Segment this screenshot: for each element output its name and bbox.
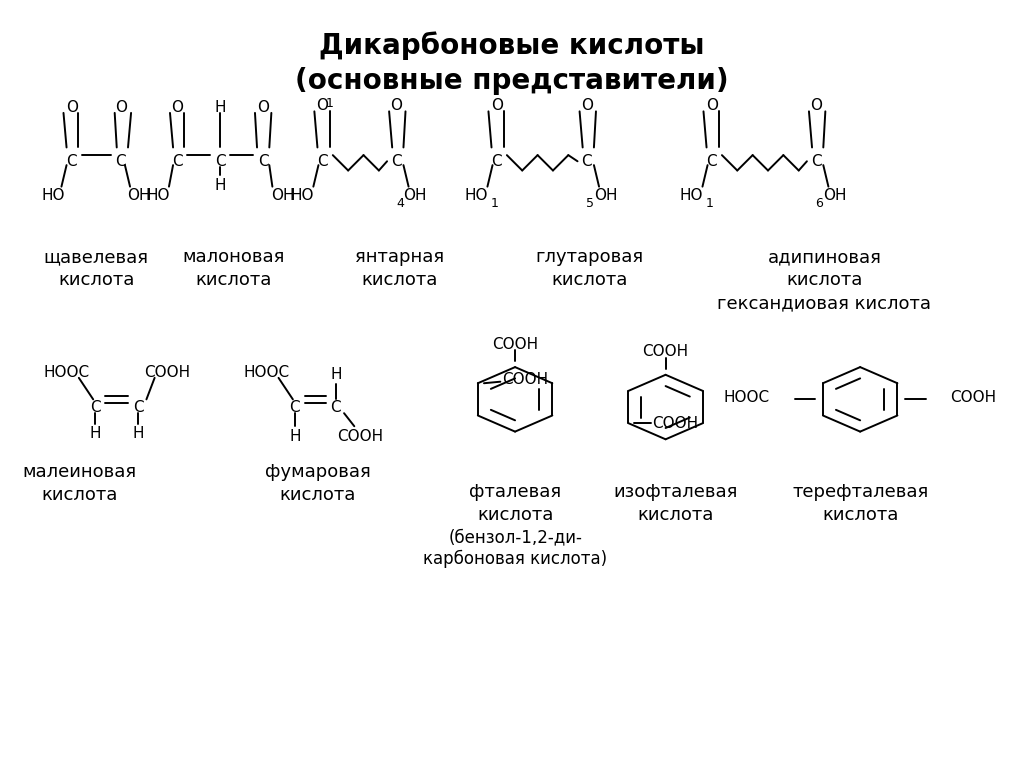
Text: 1: 1 <box>706 197 714 210</box>
Text: кислота: кислота <box>552 271 628 290</box>
Text: янтарная: янтарная <box>354 248 444 266</box>
Text: H: H <box>89 426 101 442</box>
Text: OH: OH <box>403 188 426 204</box>
Text: 5: 5 <box>586 197 594 210</box>
Text: C: C <box>90 399 100 415</box>
Text: COOH: COOH <box>652 415 698 431</box>
Text: кислота: кислота <box>822 505 898 524</box>
Text: C: C <box>582 154 592 169</box>
Text: H: H <box>132 426 144 442</box>
Text: O: O <box>390 98 402 114</box>
Text: C: C <box>133 399 143 415</box>
Text: C: C <box>116 154 126 169</box>
Text: C: C <box>67 154 77 169</box>
Text: кислота: кислота <box>196 271 271 290</box>
Text: H: H <box>289 429 301 444</box>
Text: C: C <box>172 154 182 169</box>
Text: HOOC: HOOC <box>724 390 770 406</box>
Text: C: C <box>391 154 401 169</box>
Text: HOOC: HOOC <box>243 365 290 380</box>
Text: O: O <box>66 100 78 115</box>
Text: HO: HO <box>42 188 65 204</box>
Text: терефталевая: терефталевая <box>792 482 929 501</box>
Text: фумаровая: фумаровая <box>264 463 371 482</box>
Text: щавелевая: щавелевая <box>44 248 148 266</box>
Text: Дикарбоновые кислоты: Дикарбоновые кислоты <box>319 31 705 61</box>
Text: C: C <box>707 154 717 169</box>
Text: C: C <box>317 154 328 169</box>
Text: O: O <box>316 98 329 114</box>
Text: C: C <box>811 154 821 169</box>
Text: O: O <box>490 98 503 114</box>
Text: COOH: COOH <box>950 390 996 406</box>
Text: OH: OH <box>595 188 617 204</box>
Text: (основные представители): (основные представители) <box>295 67 729 94</box>
Text: O: O <box>257 100 269 115</box>
Text: кислота: кислота <box>638 505 714 524</box>
Text: OH: OH <box>271 188 294 204</box>
Text: гександиовая кислота: гександиовая кислота <box>718 294 931 313</box>
Text: C: C <box>492 154 502 169</box>
Text: C: C <box>331 399 341 415</box>
Text: 4: 4 <box>396 197 404 210</box>
Text: фталевая: фталевая <box>469 482 561 501</box>
Text: O: O <box>706 98 718 114</box>
Text: HO: HO <box>147 188 170 204</box>
Text: изофталевая: изофталевая <box>613 482 738 501</box>
Text: малеиновая: малеиновая <box>23 463 137 482</box>
Text: COOH: COOH <box>143 365 190 380</box>
Text: H: H <box>214 178 226 194</box>
Text: кислота: кислота <box>58 271 134 290</box>
Text: карбоновая кислота): карбоновая кислота) <box>423 550 607 568</box>
Text: 6: 6 <box>815 197 823 210</box>
Text: COOH: COOH <box>642 344 689 359</box>
Text: C: C <box>258 154 268 169</box>
Text: 1: 1 <box>490 197 499 210</box>
Text: COOH: COOH <box>337 429 384 444</box>
Text: адипиновая: адипиновая <box>767 248 882 266</box>
Text: H: H <box>330 367 342 382</box>
Text: OH: OH <box>128 188 151 204</box>
Text: OH: OH <box>823 188 846 204</box>
Text: C: C <box>290 399 300 415</box>
Text: HO: HO <box>291 188 313 204</box>
Text: кислота: кислота <box>42 486 118 505</box>
Text: 1: 1 <box>326 98 334 110</box>
Text: O: O <box>171 100 183 115</box>
Text: глутаровая: глутаровая <box>536 248 644 266</box>
Text: O: O <box>581 98 593 114</box>
Text: O: O <box>115 100 127 115</box>
Text: COOH: COOH <box>492 336 539 352</box>
Text: малоновая: малоновая <box>182 248 285 266</box>
Text: HOOC: HOOC <box>43 365 90 380</box>
Text: кислота: кислота <box>477 505 553 524</box>
Text: COOH: COOH <box>502 372 548 387</box>
Text: H: H <box>214 100 226 115</box>
Text: кислота: кислота <box>280 486 355 505</box>
Text: C: C <box>215 154 225 169</box>
Text: кислота: кислота <box>361 271 437 290</box>
Text: кислота: кислота <box>786 271 862 290</box>
Text: O: O <box>810 98 822 114</box>
Text: (бензол-1,2-ди-: (бензол-1,2-ди- <box>449 528 582 547</box>
Text: HO: HO <box>465 188 487 204</box>
Text: HO: HO <box>680 188 702 204</box>
